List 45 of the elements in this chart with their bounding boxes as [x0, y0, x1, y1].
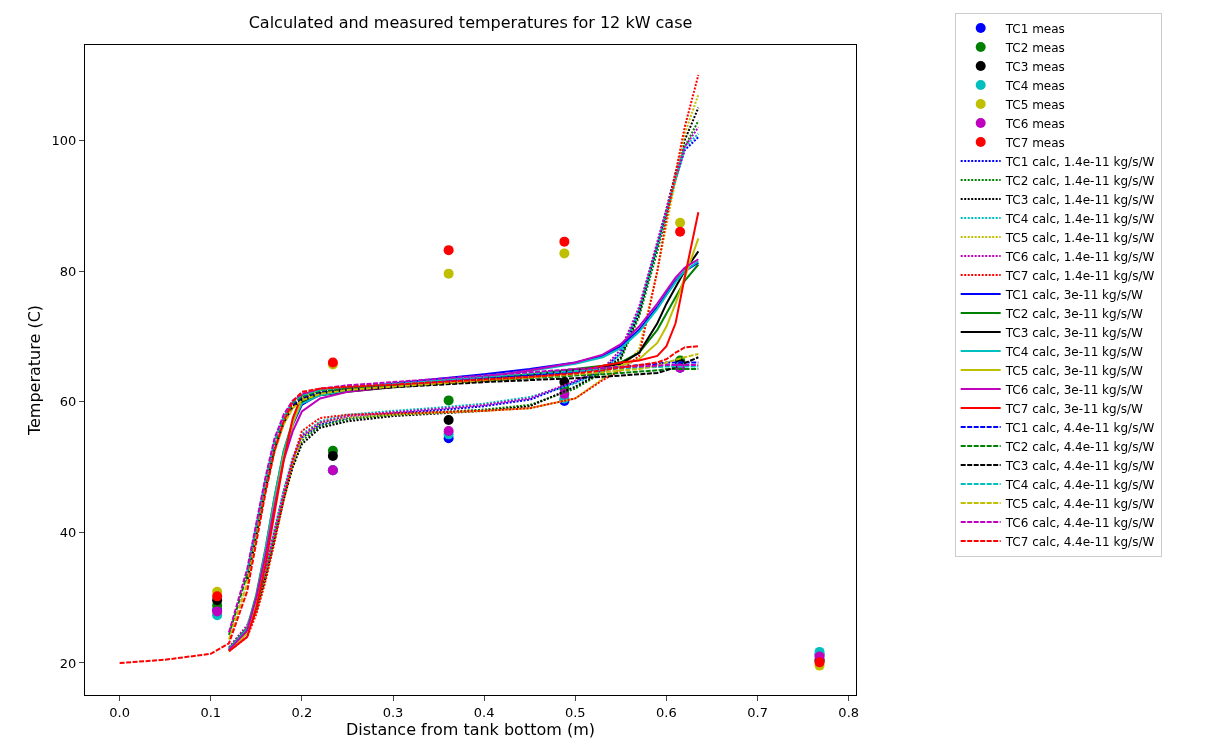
y-tick-label: 80 [59, 263, 77, 279]
legend-label: TC2 calc, 4.4e-11 kg/s/W [1004, 439, 1155, 454]
legend-label: TC7 meas [1004, 135, 1065, 150]
x-tick-label: 0.0 [109, 704, 130, 720]
x-tick-label: 0.2 [291, 704, 313, 720]
y-axis-title: Temperature (C) [25, 304, 45, 437]
legend-label: TC5 calc, 4.4e-11 kg/s/W [1004, 496, 1155, 511]
legend-label: TC6 calc, 4.4e-11 kg/s/W [1004, 515, 1155, 530]
legend-label: TC7 calc, 3e-11 kg/s/W [1004, 401, 1143, 416]
legend-label: TC1 calc, 4.4e-11 kg/s/W [1004, 420, 1155, 435]
legend-label: TC3 meas [1004, 59, 1065, 74]
y-tick-label: 20 [59, 655, 77, 671]
legend-label: TC3 calc, 1.4e-11 kg/s/W [1004, 192, 1155, 207]
chart-title: Calculated and measured temperatures for 12 kW case [248, 12, 693, 32]
legend-label: TC5 calc, 3e-11 kg/s/W [1004, 363, 1143, 378]
legend-label: TC1 meas [1004, 21, 1065, 36]
legend-label: TC4 calc, 4.4e-11 kg/s/W [1004, 477, 1155, 492]
legend-label: TC6 calc, 3e-11 kg/s/W [1004, 382, 1143, 397]
x-tick-label: 0.8 [838, 704, 860, 720]
legend-label: TC6 calc, 1.4e-11 kg/s/W [1004, 249, 1155, 264]
legend-label: TC1 calc, 3e-11 kg/s/W [1004, 287, 1143, 302]
legend-label: TC4 calc, 3e-11 kg/s/W [1004, 344, 1143, 359]
legend-label: TC6 meas [1004, 116, 1065, 131]
legend-label: TC7 calc, 4.4e-11 kg/s/W [1004, 534, 1155, 549]
legend-label: TC7 calc, 1.4e-11 kg/s/W [1004, 268, 1155, 283]
x-tick-label: 0.1 [200, 704, 222, 720]
x-tick-label: 0.6 [656, 704, 677, 720]
legend-label: TC2 calc, 1.4e-11 kg/s/W [1004, 173, 1155, 188]
x-tick-label: 0.3 [382, 704, 404, 720]
y-tick-label: 100 [51, 132, 77, 148]
legend-label: TC1 calc, 1.4e-11 kg/s/W [1004, 154, 1155, 169]
y-tick-label: 60 [59, 394, 77, 410]
legend-label: TC3 calc, 3e-11 kg/s/W [1004, 325, 1143, 340]
x-tick-label: 0.4 [473, 704, 495, 720]
legend-label: TC2 calc, 3e-11 kg/s/W [1004, 306, 1143, 321]
legend-label: TC5 meas [1004, 97, 1065, 112]
legend-label: TC5 calc, 1.4e-11 kg/s/W [1004, 230, 1155, 245]
y-tick-label: 40 [59, 524, 77, 540]
legend-label: TC4 calc, 1.4e-11 kg/s/W [1004, 211, 1155, 226]
x-axis-title: Distance from tank bottom (m) [346, 719, 595, 739]
legend-label: TC2 meas [1004, 40, 1065, 55]
legend-label: TC3 calc, 4.4e-11 kg/s/W [1004, 458, 1155, 473]
x-tick-label: 0.5 [564, 704, 586, 720]
legend-label: TC4 meas [1004, 78, 1065, 93]
x-tick-label: 0.7 [747, 704, 768, 720]
